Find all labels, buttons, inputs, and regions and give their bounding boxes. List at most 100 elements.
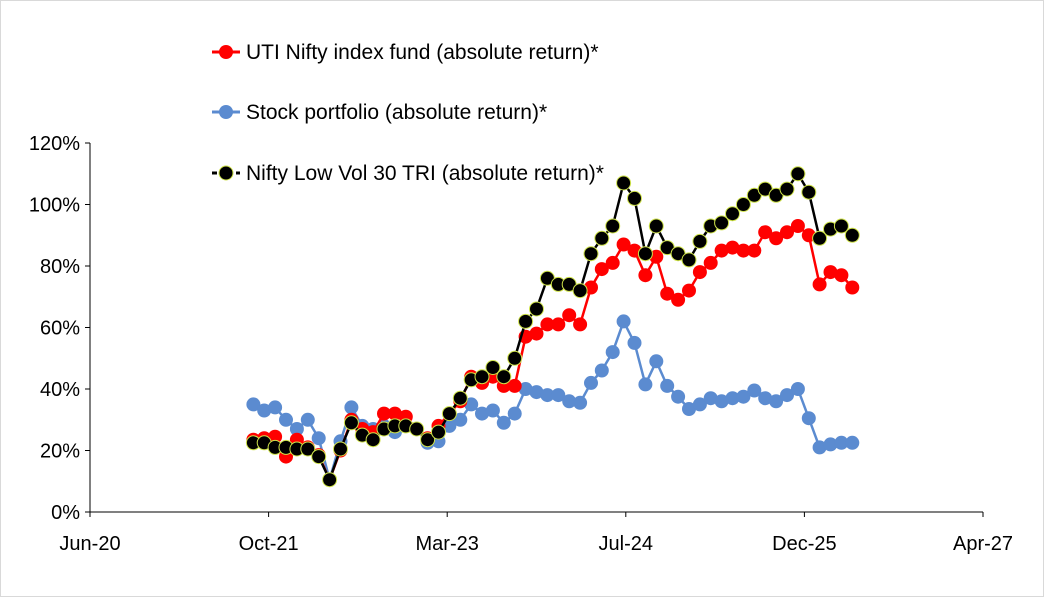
data-point — [268, 400, 283, 415]
data-point — [682, 402, 696, 416]
data-point — [246, 397, 261, 412]
legend-label: Nifty Low Vol 30 TRI (absolute return)* — [246, 162, 604, 185]
data-point — [268, 429, 283, 444]
y-axis: 0% 20% 40% 60% 80% 100% 120% — [29, 133, 91, 524]
data-point — [769, 231, 784, 246]
series-layer — [245, 166, 860, 488]
legend-marker — [219, 45, 233, 59]
x-tick-label: Dec-25 — [772, 533, 836, 555]
data-point — [343, 415, 359, 431]
series-0 — [246, 219, 860, 487]
data-point — [736, 389, 751, 404]
data-point — [562, 394, 577, 409]
data-point — [529, 326, 544, 341]
data-point — [823, 437, 838, 452]
data-point — [507, 406, 522, 421]
data-point — [671, 292, 686, 307]
data-point — [529, 301, 544, 317]
data-point — [311, 449, 327, 465]
data-point — [442, 418, 457, 433]
data-point — [551, 317, 566, 332]
data-point — [779, 181, 795, 197]
data-point — [747, 243, 762, 258]
data-point — [648, 218, 664, 234]
x-tick-label: Jul-24 — [599, 533, 653, 555]
data-point — [605, 255, 620, 270]
legend-label: Stock portfolio (absolute return)* — [246, 101, 547, 124]
data-point — [562, 308, 577, 323]
x-axis: Jun-20 Oct-21 Mar-23 Jul-24 Dec-25 Apr-27 — [59, 511, 1013, 555]
data-point — [725, 391, 740, 406]
data-point — [300, 412, 315, 427]
y-tick-label: 100% — [29, 195, 80, 217]
data-point — [387, 406, 402, 421]
data-point — [703, 255, 718, 270]
x-tick-label: Oct-21 — [239, 533, 299, 555]
data-point — [485, 403, 500, 418]
data-point — [475, 406, 489, 421]
data-point — [289, 422, 304, 436]
data-point — [790, 166, 806, 182]
data-point — [573, 317, 588, 332]
data-point — [518, 313, 534, 329]
data-point — [638, 377, 653, 392]
y-tick-label: 20% — [40, 441, 80, 463]
legend-label: UTI Nifty index fund (absolute return)* — [246, 41, 599, 64]
data-point — [377, 406, 391, 421]
data-point — [344, 400, 359, 415]
data-point — [834, 268, 849, 283]
data-point — [583, 246, 599, 262]
data-point — [660, 286, 675, 301]
data-point — [496, 369, 512, 385]
data-point — [834, 435, 849, 450]
data-point — [660, 378, 675, 393]
data-point — [725, 206, 740, 222]
data-point — [758, 391, 773, 406]
legend-marker — [218, 165, 234, 181]
data-point — [823, 265, 838, 280]
data-point — [812, 440, 827, 455]
data-point — [833, 218, 849, 234]
data-point — [725, 240, 740, 255]
data-point — [474, 369, 490, 385]
data-point — [845, 435, 860, 450]
data-point — [605, 218, 621, 234]
data-point — [333, 441, 348, 457]
data-point — [627, 335, 642, 350]
data-point — [529, 385, 544, 400]
data-point — [844, 227, 860, 243]
data-point — [714, 215, 730, 231]
data-point — [790, 219, 805, 233]
data-point — [758, 225, 773, 240]
legend-item-1: Stock portfolio (absolute return)* — [212, 101, 547, 124]
data-point — [605, 345, 620, 360]
x-tick-label: Mar-23 — [416, 533, 479, 555]
data-point — [507, 378, 522, 393]
data-point — [453, 412, 468, 427]
data-point — [812, 230, 828, 246]
data-point — [441, 406, 457, 422]
legend-item-2: Nifty Low Vol 30 TRI (absolute return)* — [212, 162, 604, 185]
data-point — [692, 265, 707, 280]
data-point — [507, 350, 523, 366]
data-point — [616, 175, 632, 191]
data-point — [692, 233, 708, 249]
data-point — [573, 395, 588, 410]
data-point — [257, 403, 272, 418]
y-tick-label: 80% — [40, 256, 80, 278]
data-point — [496, 415, 511, 430]
data-point — [540, 317, 555, 332]
data-point — [540, 388, 555, 403]
data-point — [594, 262, 609, 277]
data-point — [790, 382, 805, 396]
data-point — [365, 432, 381, 448]
data-point — [703, 391, 718, 406]
data-point — [616, 237, 631, 252]
y-tick-label: 0% — [51, 502, 80, 524]
data-point — [769, 394, 784, 409]
series-2 — [245, 166, 860, 488]
data-point — [300, 441, 316, 457]
x-tick-label: Jun-20 — [59, 533, 120, 555]
